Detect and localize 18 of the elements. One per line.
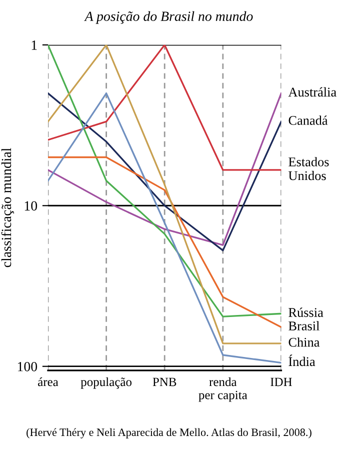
x-tick-label: PNB bbox=[152, 378, 176, 386]
x-tick-label: população bbox=[80, 377, 132, 389]
x-tick-label: IDH bbox=[270, 378, 292, 386]
y-tick-label: 1 bbox=[32, 40, 37, 50]
series-label: Estados Unidos bbox=[288, 157, 329, 180]
text: (Hervé Théry e Neli Aparecida de Mello. Atlas do Brasil, 2008.) bbox=[26, 428, 312, 438]
y-tick-label: 10 bbox=[24, 201, 38, 211]
chart-title: A posição do Brasil no mundo bbox=[84, 11, 253, 24]
series-label: China bbox=[288, 337, 320, 347]
series-label: Índia bbox=[288, 354, 316, 366]
y-tick-label: 100 bbox=[18, 362, 38, 372]
series-label: Austrália bbox=[288, 87, 336, 97]
series-label: Canadá bbox=[288, 116, 328, 125]
series-label: Brasil bbox=[288, 321, 320, 330]
series-label: Rússia bbox=[288, 308, 324, 317]
x-tick-label: área bbox=[38, 377, 58, 386]
y-axis-title: classificação mundial bbox=[1, 148, 14, 268]
x-tick-label: renda per capita bbox=[198, 377, 248, 402]
